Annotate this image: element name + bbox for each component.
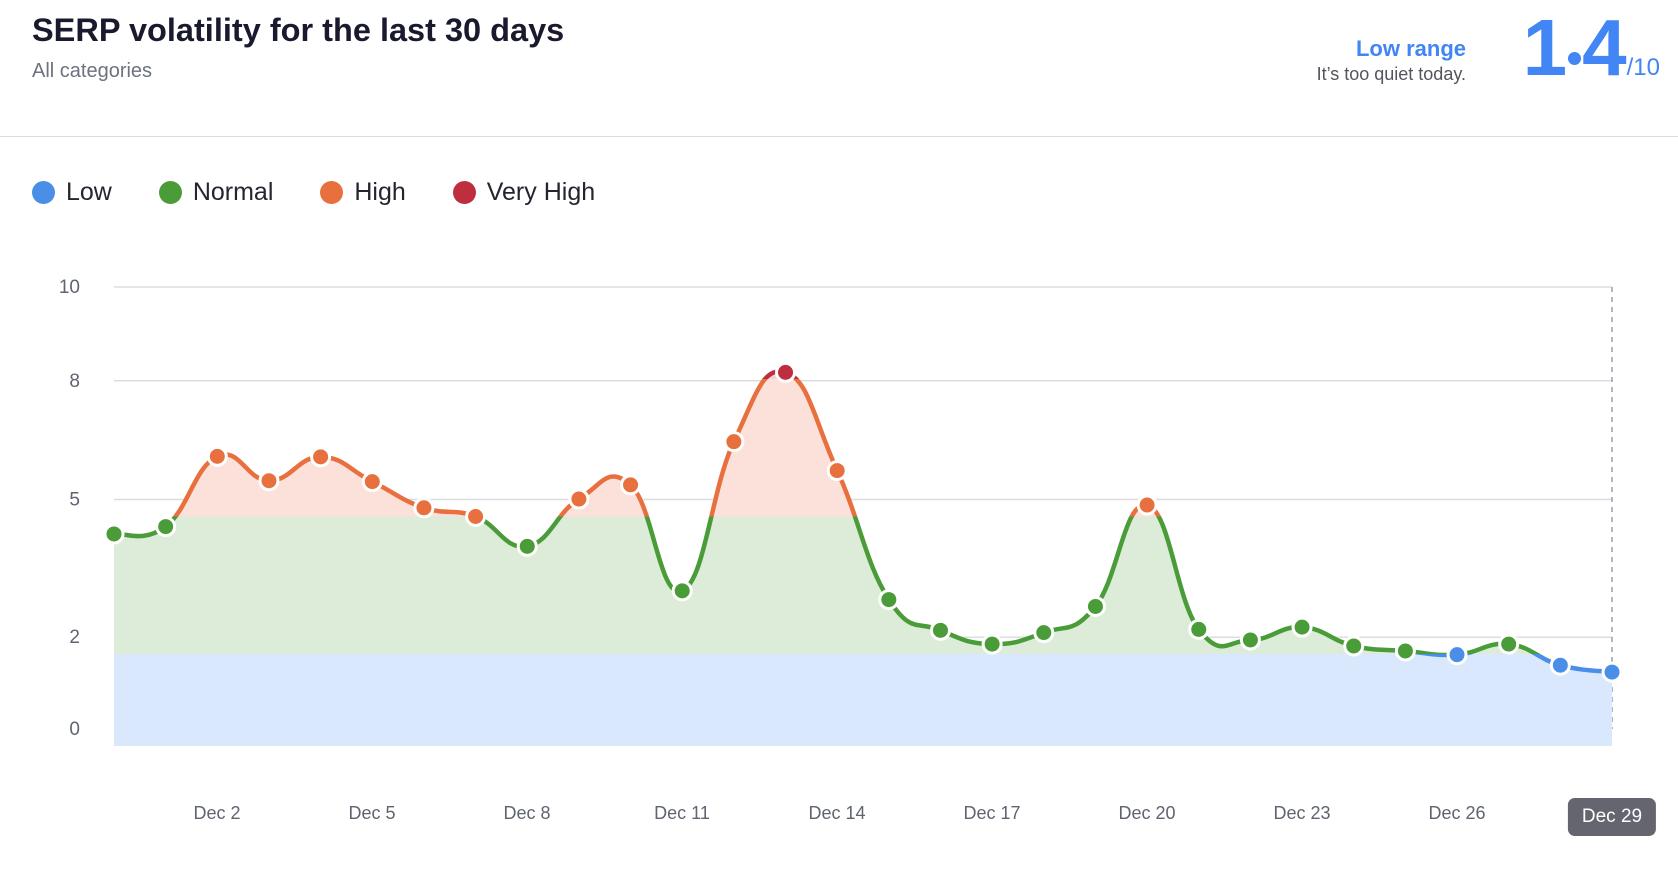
- svg-text:0: 0: [69, 719, 80, 740]
- svg-text:2: 2: [69, 627, 80, 648]
- svg-text:10: 10: [59, 277, 80, 298]
- svg-text:8: 8: [69, 371, 80, 392]
- svg-text:5: 5: [69, 490, 80, 511]
